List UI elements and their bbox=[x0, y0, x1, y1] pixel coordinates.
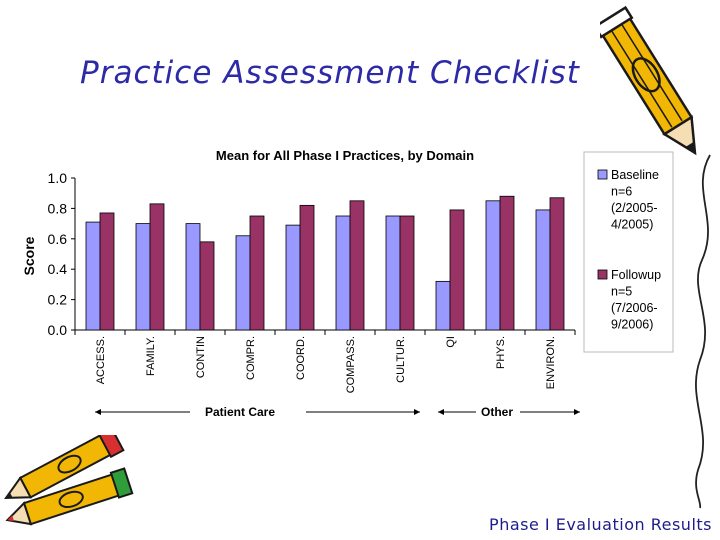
legend-label: n=5 bbox=[611, 285, 632, 299]
slide-title: Practice Assessment Checklist bbox=[80, 55, 580, 91]
bar-followup-4 bbox=[299, 204, 315, 331]
y-tick-label: 0.2 bbox=[48, 292, 68, 308]
x-tick-labels: ACCESS. FAMILY. CONTIN COMPR. COORD. COMPASS.… bbox=[95, 336, 557, 393]
y-axis-label: Score bbox=[21, 236, 37, 275]
arrow-left-icon bbox=[438, 409, 444, 415]
bar-baseline-8 bbox=[485, 200, 501, 331]
bar-baseline-9 bbox=[535, 209, 551, 331]
bar-followup-7 bbox=[449, 209, 465, 331]
category-groups: Patient Care Other bbox=[95, 405, 580, 419]
y-tick-labels: 0.0 0.2 0.4 0.6 0.8 1.0 bbox=[48, 170, 68, 338]
y-tick-label: 0.4 bbox=[48, 261, 68, 277]
bar-baseline-2 bbox=[185, 223, 201, 331]
bar-baseline-4 bbox=[285, 224, 301, 331]
chart-bars bbox=[85, 195, 565, 331]
bar-followup-5 bbox=[349, 200, 365, 331]
legend-label: Baseline bbox=[611, 168, 659, 182]
legend-label: (7/2006- bbox=[611, 301, 658, 315]
x-tick-label: COMPASS. bbox=[345, 336, 357, 393]
x-tick-label: ENVIRON. bbox=[545, 336, 557, 389]
bar-followup-1 bbox=[149, 203, 165, 331]
chart-title: Mean for All Phase I Practices, by Domai… bbox=[216, 148, 474, 163]
bar-baseline-0 bbox=[85, 221, 101, 331]
legend-label: Followup bbox=[611, 268, 661, 282]
bar-followup-3 bbox=[249, 215, 265, 331]
pencils-icon bbox=[4, 435, 134, 526]
bar-followup-6 bbox=[399, 215, 415, 331]
x-tick-label: ACCESS. bbox=[95, 336, 107, 384]
pencil-icon bbox=[600, 5, 697, 156]
legend-label: 4/2005) bbox=[611, 218, 653, 232]
chart-legend: Baseline n=6 (2/2005- 4/2005) Followup n=5 (7/… bbox=[583, 151, 674, 353]
x-tick-label: COORD. bbox=[295, 336, 307, 380]
bar-followup-8 bbox=[499, 195, 515, 331]
group-label: Other bbox=[481, 405, 513, 419]
legend-box bbox=[583, 151, 674, 353]
x-tick-label: CONTIN bbox=[195, 336, 207, 378]
x-tick-label: COMPR. bbox=[245, 336, 257, 380]
bar-followup-0 bbox=[99, 212, 115, 331]
legend-swatch bbox=[597, 169, 608, 180]
x-tick-label: QI bbox=[445, 336, 457, 348]
bar-baseline-6 bbox=[385, 215, 401, 331]
group-label: Patient Care bbox=[205, 405, 275, 419]
y-tick-label: 0.6 bbox=[48, 231, 68, 247]
arrow-right-icon bbox=[574, 409, 580, 415]
legend-swatch bbox=[597, 269, 608, 280]
bar-followup-9 bbox=[549, 197, 565, 331]
arrow-right-icon bbox=[414, 409, 420, 415]
bar-baseline-1 bbox=[135, 223, 151, 331]
curl-line-icon bbox=[695, 154, 711, 509]
y-tick-label: 0.0 bbox=[48, 322, 68, 338]
legend-label: n=6 bbox=[611, 185, 632, 199]
bar-baseline-7 bbox=[435, 280, 451, 331]
legend-label: (2/2005- bbox=[611, 201, 658, 215]
legend-label: 9/2006) bbox=[611, 318, 653, 332]
footer-text: Phase I Evaluation Results bbox=[489, 515, 712, 534]
bar-baseline-3 bbox=[235, 235, 251, 331]
arrow-left-icon bbox=[95, 409, 101, 415]
x-tick-label: PHYS. bbox=[495, 336, 507, 369]
y-tick-label: 0.8 bbox=[48, 200, 68, 216]
y-tick-label: 1.0 bbox=[48, 170, 68, 186]
x-tick-label: FAMILY. bbox=[145, 336, 157, 376]
x-tick-label: CULTUR. bbox=[395, 336, 407, 383]
bar-baseline-5 bbox=[335, 215, 351, 331]
bar-followup-2 bbox=[199, 241, 215, 331]
